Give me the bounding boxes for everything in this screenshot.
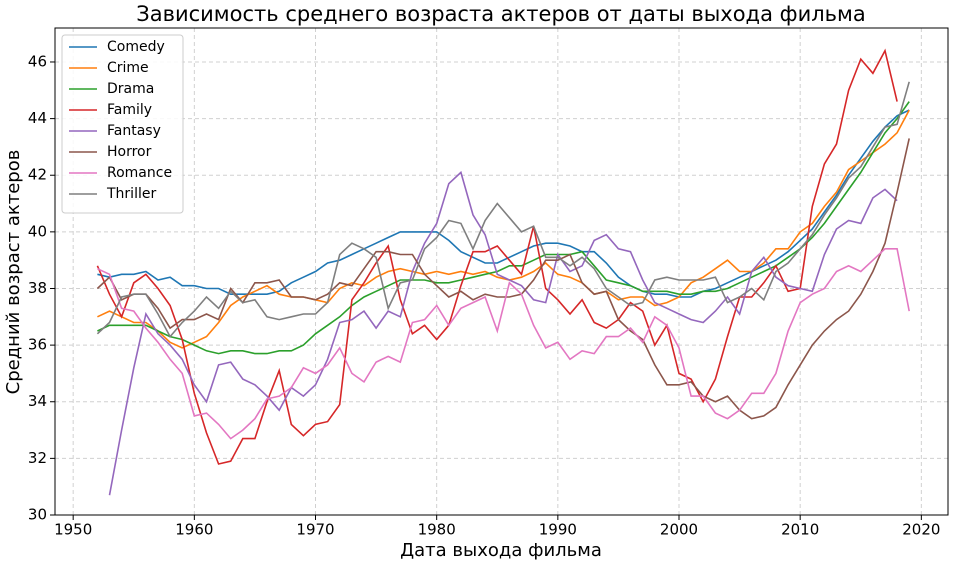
legend-label: Horror <box>107 144 152 160</box>
series-line <box>96 48 898 465</box>
x-tick-label: 2000 <box>660 521 698 539</box>
y-tick-label: 40 <box>28 222 47 240</box>
legend-label: Family <box>107 102 152 118</box>
y-tick-label: 44 <box>28 109 47 127</box>
plot-frame <box>54 27 949 516</box>
x-tick-label: 1980 <box>418 521 456 539</box>
series-line <box>96 138 910 420</box>
y-tick-label: 34 <box>28 392 47 410</box>
legend: Comedy Crime Drama Family Fantasy Horror Roman… <box>61 34 184 214</box>
x-tick-label: 2010 <box>781 521 819 539</box>
legend-label: Romance <box>107 165 172 181</box>
y-tick-label: 30 <box>28 506 47 524</box>
legend-label: Drama <box>107 81 154 97</box>
x-tick-label: 1990 <box>539 521 577 539</box>
chart-title: Зависимость среднего возраста актеров от… <box>136 2 865 26</box>
series-line <box>96 81 910 339</box>
x-tick-label: 1950 <box>54 521 92 539</box>
x-tick-label: 1970 <box>296 521 334 539</box>
y-tick-label: 32 <box>28 449 47 467</box>
legend-label: Fantasy <box>107 123 161 139</box>
y-tick-label: 36 <box>28 336 47 354</box>
y-tick-label: 38 <box>28 279 47 297</box>
legend-box <box>61 34 184 214</box>
series-line <box>97 248 910 440</box>
y-tick-label: 42 <box>28 166 47 184</box>
series-line <box>108 170 898 496</box>
y-tick-label: 46 <box>28 52 47 70</box>
legend-label: Thriller <box>106 186 156 202</box>
x-tick-label: 1960 <box>175 521 213 539</box>
x-tick-label: 2020 <box>902 521 940 539</box>
legend-label: Crime <box>107 60 149 76</box>
series-line <box>97 109 910 349</box>
x-axis-label: Дата выхода фильма <box>400 540 602 561</box>
series-line <box>97 101 910 355</box>
legend-label: Comedy <box>107 39 165 55</box>
y-axis-label: Средний возраст актеров <box>3 150 24 395</box>
